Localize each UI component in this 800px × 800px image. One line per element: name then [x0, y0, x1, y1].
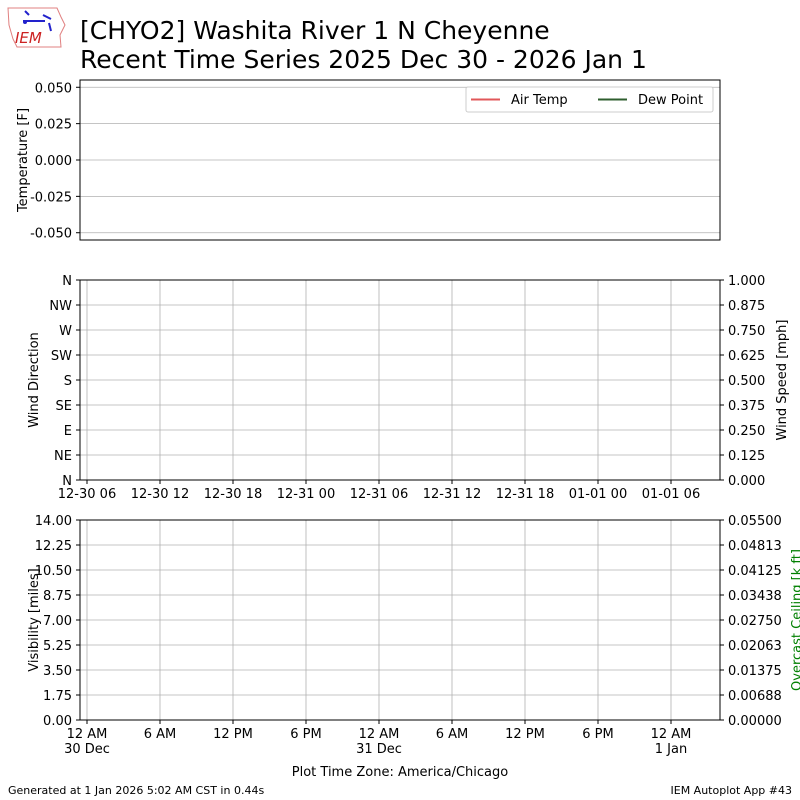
xtick-label-date: 1 Jan — [655, 742, 687, 757]
y2label: Overcast Ceiling [k ft] — [790, 549, 800, 691]
xtick-label: 12 PM — [505, 727, 545, 742]
xlabel: Plot Time Zone: America/Chicago — [292, 765, 508, 780]
ytick-label: 0.025 — [35, 118, 72, 133]
ylabel: Visibility [miles] — [27, 568, 42, 671]
ytick-label: NW — [49, 299, 72, 314]
y2tick-label: 0.750 — [728, 324, 765, 339]
xtick-label: 6 PM — [290, 727, 321, 742]
y2tick-label: 0.04813 — [728, 539, 782, 554]
ytick-label: 0.000 — [35, 154, 72, 169]
y2tick-label: 0.875 — [728, 299, 765, 314]
svg-text:IEM: IEM — [15, 29, 42, 47]
footer-app: IEM Autoplot App #43 — [670, 784, 793, 797]
y2tick-label: 0.04125 — [728, 564, 782, 579]
xtick-label: 12-30 18 — [204, 487, 262, 502]
ytick-label: 0.050 — [35, 81, 72, 96]
title-line-2: Recent Time Series 2025 Dec 30 - 2026 Ja… — [80, 45, 647, 74]
y2tick-label: 0.625 — [728, 349, 765, 364]
legend — [465, 86, 714, 113]
footer-generated: Generated at 1 Jan 2026 5:02 AM CST in 0… — [8, 784, 265, 797]
xtick-label: 01-01 00 — [569, 487, 627, 502]
ylabel: Temperature [F] — [16, 108, 31, 213]
ytick-label: S — [64, 374, 72, 389]
ylabel: Wind Direction — [27, 332, 42, 428]
xtick-label: 12-31 12 — [423, 487, 481, 502]
legend-label: Air Temp — [511, 93, 568, 108]
ytick-label: 3.50 — [43, 664, 72, 679]
iem-logo: IEM — [7, 7, 66, 48]
ytick-label: NE — [54, 449, 72, 464]
ytick-label: 14.00 — [35, 514, 72, 529]
xtick-label-date: 31 Dec — [356, 742, 402, 757]
ytick-label: N — [62, 474, 72, 489]
y2tick-label: 0.375 — [728, 399, 765, 414]
ytick-label: W — [59, 324, 72, 339]
y2tick-label: 0.03438 — [728, 589, 782, 604]
y2tick-label: 0.02063 — [728, 639, 782, 654]
xtick-label: 6 AM — [436, 727, 469, 742]
axes-frame — [79, 519, 721, 721]
ytick-label: 12.25 — [35, 539, 72, 554]
ytick-label: 1.75 — [43, 689, 72, 704]
xtick-label: 12-30 12 — [131, 487, 189, 502]
ytick-label: SE — [56, 399, 72, 414]
xtick-label: 6 PM — [582, 727, 613, 742]
ytick-label: 5.25 — [43, 639, 72, 654]
y2tick-label: 0.250 — [728, 424, 765, 439]
xtick-label: 12 AM — [359, 727, 400, 742]
ytick-label: 0.00 — [43, 714, 72, 729]
y2label: Wind Speed [mph] — [775, 320, 790, 441]
xtick-label: 12 AM — [67, 727, 108, 742]
y2tick-label: 0.01375 — [728, 664, 782, 679]
title-line-1: [CHYO2] Washita River 1 N Cheyenne — [80, 16, 550, 45]
y2tick-label: 1.000 — [728, 274, 765, 289]
xtick-label: 12-31 06 — [350, 487, 408, 502]
xtick-label: 6 AM — [144, 727, 177, 742]
ytick-label: -0.050 — [30, 227, 72, 242]
xtick-label: 12-31 00 — [277, 487, 335, 502]
xtick-label: 12 PM — [213, 727, 253, 742]
axes-frame — [79, 279, 721, 481]
ytick-label: -0.025 — [30, 190, 72, 205]
y2tick-label: 0.500 — [728, 374, 765, 389]
axes-frame — [79, 79, 721, 241]
y2tick-label: 0.05500 — [728, 514, 782, 529]
xtick-label: 12-31 18 — [496, 487, 554, 502]
ytick-label: 10.50 — [35, 564, 72, 579]
legend-label: Dew Point — [638, 93, 703, 108]
y2tick-label: 0.000 — [728, 474, 765, 489]
y2tick-label: 0.00688 — [728, 689, 782, 704]
chart-title: [CHYO2] Washita River 1 N Cheyenne Recen… — [80, 16, 647, 74]
xtick-label: 01-01 06 — [642, 487, 700, 502]
ytick-label: 8.75 — [43, 589, 72, 604]
ytick-label: E — [64, 424, 72, 439]
y2tick-label: 0.125 — [728, 449, 765, 464]
xtick-label: 12 AM — [651, 727, 692, 742]
ytick-label: N — [62, 274, 72, 289]
xtick-label-date: 30 Dec — [64, 742, 110, 757]
ytick-label: 7.00 — [43, 614, 72, 629]
y2tick-label: 0.02750 — [728, 614, 782, 629]
y2tick-label: 0.00000 — [728, 714, 782, 729]
ytick-label: SW — [51, 349, 72, 364]
xtick-label: 12-30 06 — [58, 487, 116, 502]
